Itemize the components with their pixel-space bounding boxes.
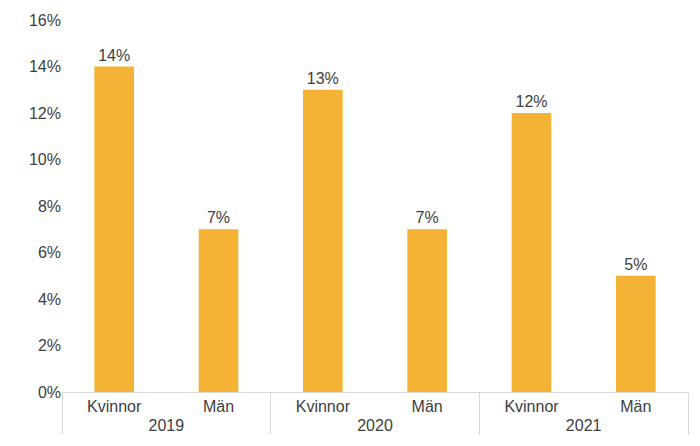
svg-text:14%: 14% — [29, 58, 61, 75]
svg-text:2019: 2019 — [149, 417, 185, 434]
svg-text:13%: 13% — [307, 70, 339, 87]
svg-text:5%: 5% — [624, 256, 647, 273]
svg-text:Kvinnor: Kvinnor — [296, 398, 351, 415]
svg-text:10%: 10% — [29, 151, 61, 168]
svg-text:12%: 12% — [515, 93, 547, 110]
svg-text:Män: Män — [620, 398, 651, 415]
svg-text:Kvinnor: Kvinnor — [87, 398, 142, 415]
svg-text:Kvinnor: Kvinnor — [504, 398, 559, 415]
svg-text:12%: 12% — [29, 105, 61, 122]
svg-text:2021: 2021 — [566, 417, 602, 434]
svg-text:Män: Män — [412, 398, 443, 415]
svg-text:16%: 16% — [29, 12, 61, 29]
svg-text:7%: 7% — [416, 209, 439, 226]
svg-text:2020: 2020 — [357, 417, 393, 434]
svg-text:7%: 7% — [207, 209, 230, 226]
svg-text:14%: 14% — [98, 47, 130, 64]
svg-text:8%: 8% — [38, 198, 61, 215]
svg-text:Män: Män — [203, 398, 234, 415]
svg-text:0%: 0% — [38, 384, 61, 401]
svg-text:2%: 2% — [38, 337, 61, 354]
svg-text:6%: 6% — [38, 244, 61, 261]
svg-text:4%: 4% — [38, 291, 61, 308]
